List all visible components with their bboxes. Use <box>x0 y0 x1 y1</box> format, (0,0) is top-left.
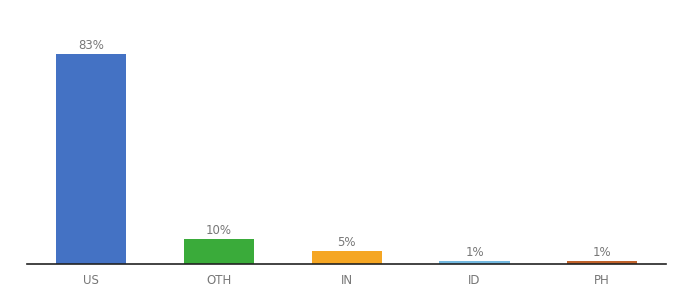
Text: 83%: 83% <box>78 39 104 52</box>
Text: 1%: 1% <box>465 247 484 260</box>
Bar <box>439 262 509 264</box>
Bar <box>56 54 126 264</box>
Bar <box>311 251 382 264</box>
Text: 10%: 10% <box>206 224 232 237</box>
Bar <box>184 239 254 264</box>
Text: 5%: 5% <box>337 236 356 249</box>
Text: 1%: 1% <box>593 247 611 260</box>
Bar <box>567 262 637 264</box>
